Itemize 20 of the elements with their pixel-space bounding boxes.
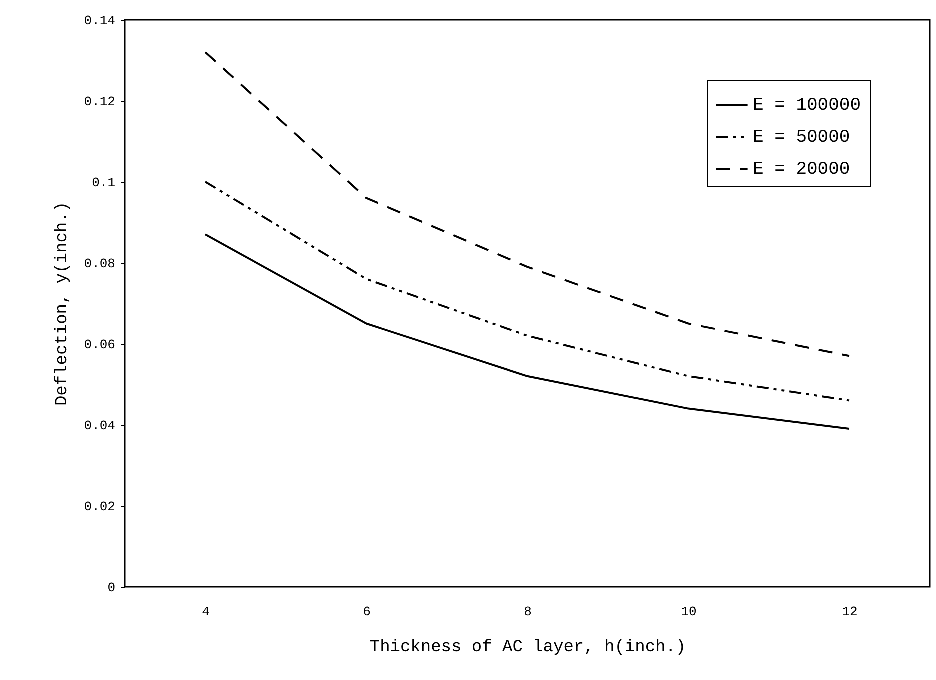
y-axis-title: Deflection, y(inch.) <box>53 202 72 406</box>
x-tick-label: 10 <box>681 604 697 620</box>
line-series <box>204 234 850 430</box>
x-axis-title: Thickness of AC layer, h(inch.) <box>370 638 686 658</box>
line-series <box>204 181 850 402</box>
x-tick-label: 12 <box>842 604 858 620</box>
legend-label: E = 50000 <box>753 128 850 148</box>
x-tick-label: 4 <box>202 604 210 620</box>
y-tick-label: 0 <box>108 580 116 596</box>
y-tick-label: 0.12 <box>84 94 116 110</box>
x-tick-label: 8 <box>524 604 532 620</box>
y-tick-label: 0.06 <box>84 338 116 352</box>
y-tick-label: 0.02 <box>84 500 116 514</box>
x-tick-label: 6 <box>363 604 371 620</box>
y-tick-label: 0.08 <box>84 256 116 272</box>
y-tick-label: 0.1 <box>92 176 116 190</box>
legend-label: E = 20000 <box>753 160 850 180</box>
legend-label: E = 100000 <box>753 96 862 116</box>
y-tick-label: 0.14 <box>84 14 116 28</box>
y-tick-label: 0.04 <box>84 418 116 434</box>
